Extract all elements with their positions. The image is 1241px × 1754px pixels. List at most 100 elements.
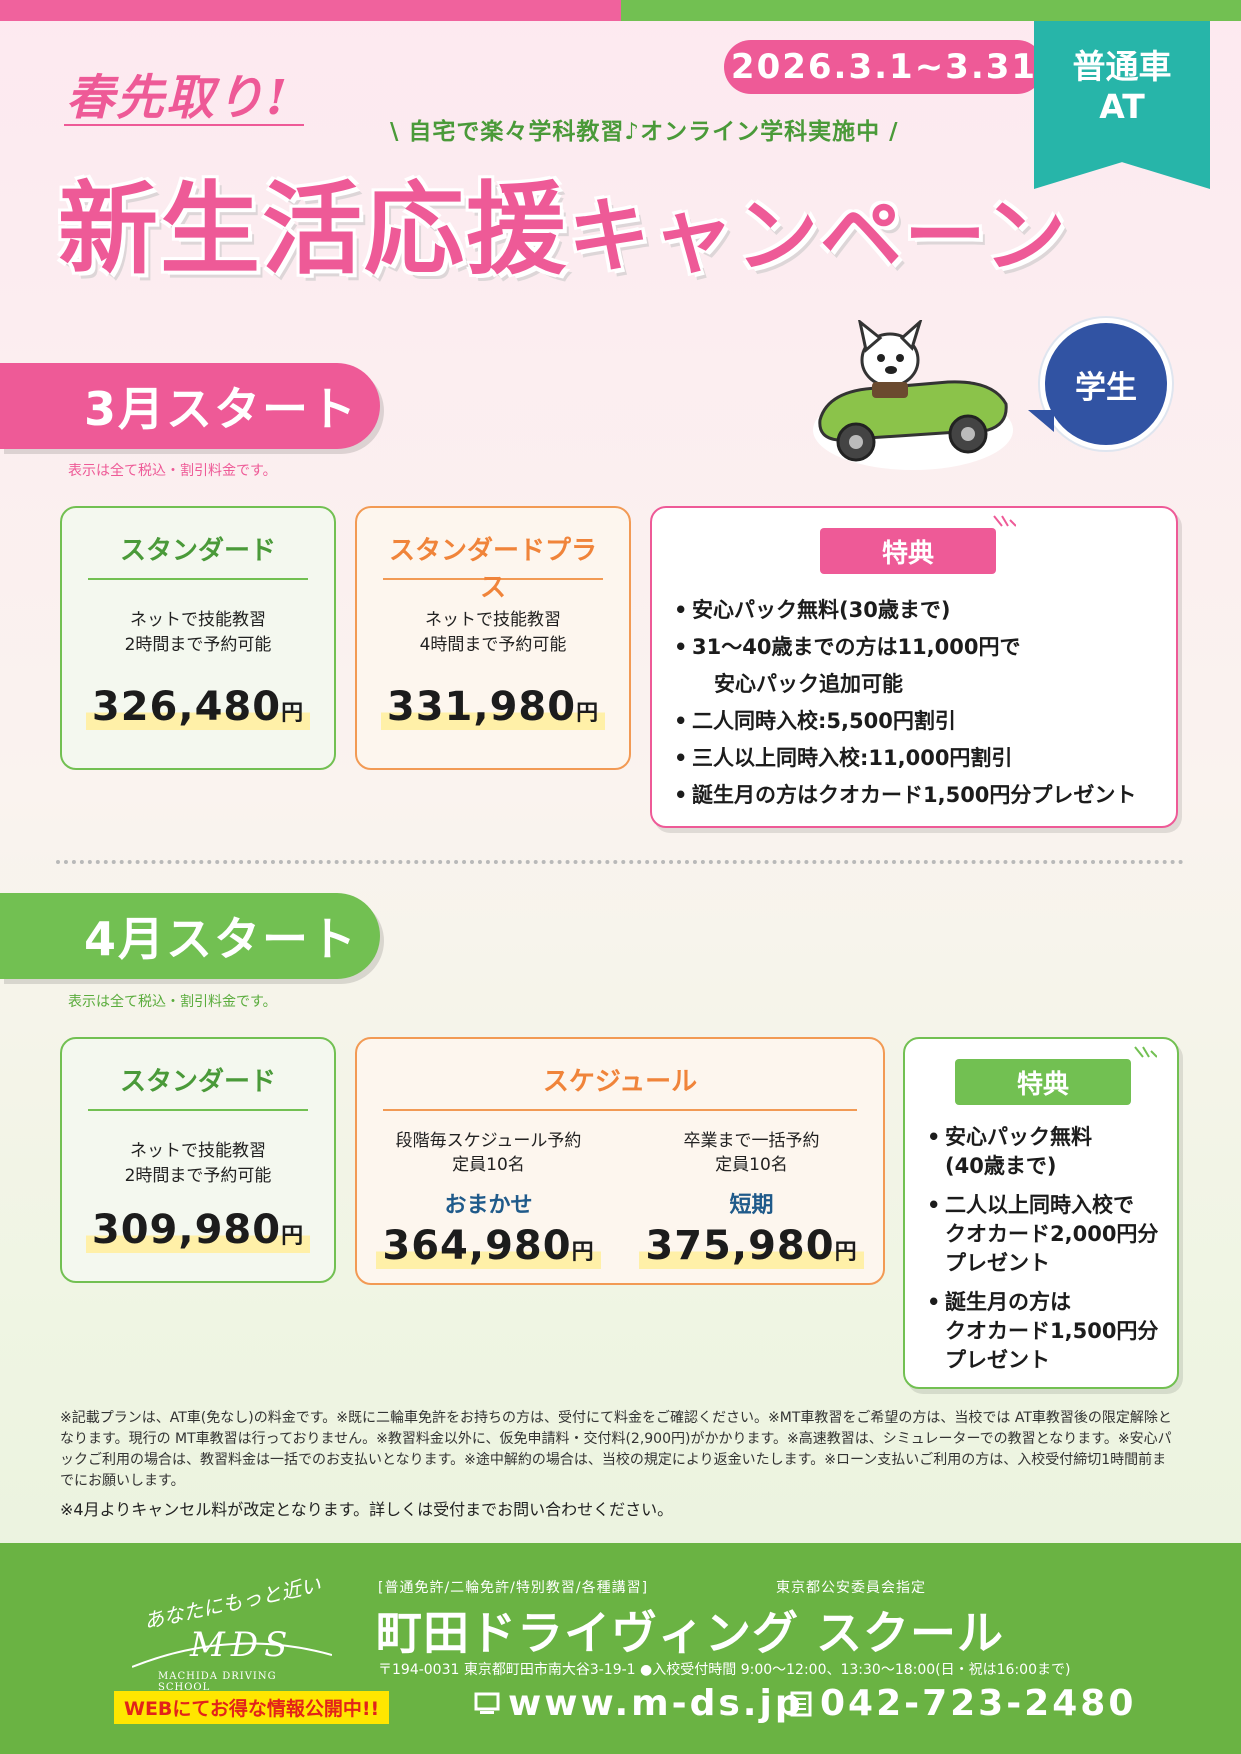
web-info-badge: WEBにてお得な情報公開中!! [114, 1691, 390, 1724]
ribbon-line1: 普通車 [1072, 47, 1172, 86]
april-tax-note: 表示は全て税込・割引料金です。 [68, 994, 277, 1010]
mds-logo: あなたにもっと近い MDS MACHIDA DRIVING SCHOOL [122, 1573, 332, 1693]
option-price: 364,980円 [376, 1223, 601, 1269]
vehicle-type-ribbon: 普通車 AT [1034, 21, 1210, 189]
benefit-item: 誕生月の方はクオカード1,500円分プレゼント [674, 777, 1136, 814]
price-value: 326,480 [91, 684, 282, 730]
option-plan-name: おまかせ [444, 1193, 533, 1218]
option-desc-line1: 卒業まで一括予約 [683, 1131, 820, 1151]
price-unit: 円 [281, 1224, 305, 1249]
benefit-item-continued: (40歳まで) [945, 1154, 1057, 1178]
plan-price: 309,980円 [85, 1207, 311, 1253]
price-unit: 円 [281, 701, 305, 726]
plan-desc-line2: 4時間まで予約可能 [419, 635, 567, 655]
sparkle-icon [993, 515, 1016, 527]
benefit-item: 安心パック無料(30歳まで) [674, 592, 1136, 629]
online-class-subhead: \ 自宅で楽々学科教習♪オンライン学科実施中 / [390, 119, 899, 145]
computer-icon [474, 1692, 500, 1714]
cancel-fee-note: ※4月よりキャンセル料が改定となります。詳しくは受付までお問い合わせください。 [60, 1500, 674, 1519]
price-unit: 円 [834, 1240, 858, 1265]
benefit-item-continued: クオカード1,500円分 [945, 1319, 1159, 1343]
phone-number-text[interactable]: 042-723-2480 [820, 1683, 1137, 1724]
fine-print: ※記載プランは、AT車(免なし)の料金です。※既に二輪車免許をお持ちの方は、受付… [60, 1410, 1172, 1489]
schedule-options: 段階毎スケジュール予約 定員10名 おまかせ 364,980円 卒業まで一括予約… [357, 1129, 883, 1269]
price-value: 331,980 [386, 684, 577, 730]
logo-english: MACHIDA DRIVING SCHOOL [158, 1671, 277, 1693]
benefit-item-continued: 安心パック追加可能 [714, 672, 903, 696]
option-price: 375,980円 [639, 1223, 864, 1269]
top-bar-green [621, 0, 1241, 21]
school-name: 町田ドライヴィング スクール [376, 1606, 1005, 1660]
plan-description: ネットで技能教習 4時間まで予約可能 [357, 608, 629, 658]
plan-price: 326,480円 [85, 684, 311, 730]
benefits-label: 特典 [955, 1059, 1131, 1105]
price-unit: 円 [576, 701, 600, 726]
website-url[interactable]: www.m-ds.jp [508, 1683, 804, 1724]
plan-price: 331,980円 [380, 684, 606, 730]
plan-name: スタンダードプラス [383, 508, 603, 603]
section-divider [56, 860, 1184, 864]
plan-name: スタンダード [88, 1039, 308, 1111]
price-value: 375,980 [645, 1223, 835, 1269]
course-categories: [普通免許/二輪免許/特別教習/各種講習] [378, 1580, 649, 1596]
authority-designation: 東京都公安委員会指定 [776, 1580, 926, 1596]
plan-description: ネットで技能教習 2時間まで予約可能 [62, 1139, 334, 1189]
campaign-date-range: 2026.3.1~3.31 [724, 40, 1044, 94]
april-schedule-card: スケジュール 段階毎スケジュール予約 定員10名 おまかせ 364,980円 卒… [355, 1037, 885, 1285]
price-value: 364,980 [382, 1223, 572, 1269]
student-badge-tail [1028, 410, 1054, 432]
catchphrase: 春先取り! [66, 70, 290, 126]
campaign-title: 新生活応援キャンペーン [58, 148, 1068, 293]
plan-name: スタンダード [88, 508, 308, 580]
benefits-list: 安心パック無料 (40歳まで) 二人以上同時入校で クオカード2,000円分 プ… [927, 1123, 1158, 1375]
benefit-item: 三人以上同時入校:11,000円割引 [674, 740, 1136, 777]
plan-description: ネットで技能教習 2時間まで予約可能 [62, 608, 334, 658]
logo-swoosh-icon [132, 1642, 332, 1668]
phone-number[interactable]: 042-723-2480 [790, 1683, 1136, 1724]
benefit-item-continued: プレゼント [945, 1251, 1050, 1275]
benefit-item-continued: プレゼント [945, 1348, 1050, 1372]
price-unit: 円 [571, 1240, 595, 1265]
benefit-item: 二人同時入校:5,500円割引 [674, 703, 1136, 740]
march-benefits-box: 特典 安心パック無料(30歳まで) 31～40歳までの方は11,000円で 安心… [650, 506, 1178, 828]
march-tax-note: 表示は全て税込・割引料金です。 [68, 463, 277, 479]
ribbon-line2: AT [1099, 87, 1145, 126]
logo-text: MDS [190, 1625, 294, 1665]
option-desc-line1: 段階毎スケジュール予約 [395, 1131, 582, 1151]
march-start-tab: 3月スタート [0, 363, 380, 449]
april-benefits-box: 特典 安心パック無料 (40歳まで) 二人以上同時入校で クオカード2,000円… [903, 1037, 1179, 1389]
catchphrase-underline [64, 124, 304, 126]
plan-name: スケジュール [383, 1039, 857, 1111]
benefit-item: 二人以上同時入校で [927, 1191, 1158, 1220]
top-bar-pink [0, 0, 621, 21]
benefit-item: 安心パック無料 [927, 1123, 1158, 1152]
option-plan-name: 短期 [729, 1193, 774, 1218]
school-address: 〒194-0031 東京都町田市南大谷3-19-1 ●入校受付時間 9:00～1… [378, 1662, 1071, 1678]
plan-desc-line2: 2時間まで予約可能 [124, 635, 272, 655]
plan-desc-line2: 2時間まで予約可能 [124, 1166, 272, 1186]
plan-desc-line1: ネットで技能教習 [130, 610, 266, 630]
sparkle-icon [1134, 1046, 1157, 1058]
website-link[interactable]: www.m-ds.jp [474, 1683, 804, 1724]
benefits-list: 安心パック無料(30歳まで) 31～40歳までの方は11,000円で 安心パック… [674, 592, 1136, 814]
schedule-option-short: 卒業まで一括予約 定員10名 短期 375,980円 [632, 1129, 872, 1269]
benefit-item-continued: クオカード2,000円分 [945, 1222, 1159, 1246]
student-badge: 学生 [1040, 318, 1172, 450]
price-value: 309,980 [91, 1207, 282, 1253]
plan-desc-line1: ネットで技能教習 [130, 1141, 266, 1161]
plan-desc-line1: ネットで技能教習 [425, 610, 561, 630]
phone-icon [790, 1691, 812, 1716]
april-standard-card: スタンダード ネットで技能教習 2時間まで予約可能 309,980円 [60, 1037, 336, 1283]
benefit-item: 31～40歳までの方は11,000円で [674, 629, 1136, 666]
march-standard-plus-card: スタンダードプラス ネットで技能教習 4時間まで予約可能 331,980円 [355, 506, 631, 770]
march-standard-card: スタンダード ネットで技能教習 2時間まで予約可能 326,480円 [60, 506, 336, 770]
april-start-tab: 4月スタート [0, 893, 380, 979]
option-desc-line2: 定員10名 [452, 1155, 525, 1175]
benefits-label: 特典 [820, 528, 996, 574]
dog-car-illustration [813, 320, 1013, 470]
schedule-option-omakase: 段階毎スケジュール予約 定員10名 おまかせ 364,980円 [369, 1129, 609, 1269]
campaign-title-main: 新生活応援 [58, 171, 568, 288]
option-desc-line2: 定員10名 [715, 1155, 788, 1175]
footer: あなたにもっと近い MDS MACHIDA DRIVING SCHOOL [普通… [0, 1543, 1241, 1754]
